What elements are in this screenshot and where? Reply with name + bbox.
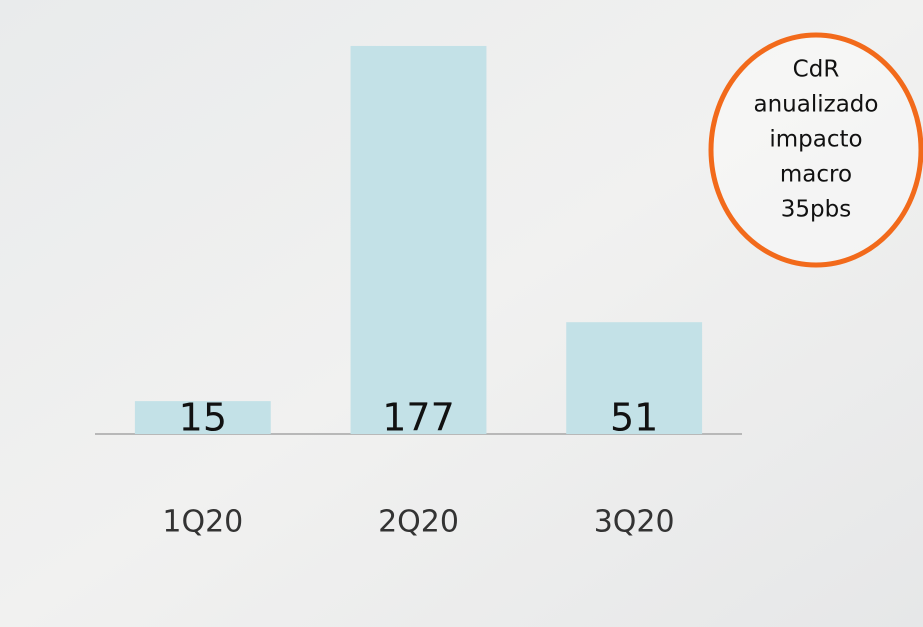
value-label: 15 <box>179 396 227 440</box>
bar <box>134 401 271 434</box>
annotation-text: 35pbs <box>781 197 851 223</box>
x-tick-label: 1Q20 <box>162 505 243 540</box>
annotation-text: macro <box>780 162 852 188</box>
annotation-circle <box>708 32 923 268</box>
bar <box>566 322 703 434</box>
annotation-text: CdR <box>793 57 840 83</box>
value-label: 177 <box>382 396 455 440</box>
x-tick-label: 2Q20 <box>378 505 459 540</box>
annotation-text: impacto <box>769 127 862 153</box>
bar <box>350 45 487 435</box>
x-tick-label: 3Q20 <box>594 505 675 540</box>
annotation-text: anualizado <box>754 92 879 118</box>
value-label: 51 <box>610 396 658 440</box>
